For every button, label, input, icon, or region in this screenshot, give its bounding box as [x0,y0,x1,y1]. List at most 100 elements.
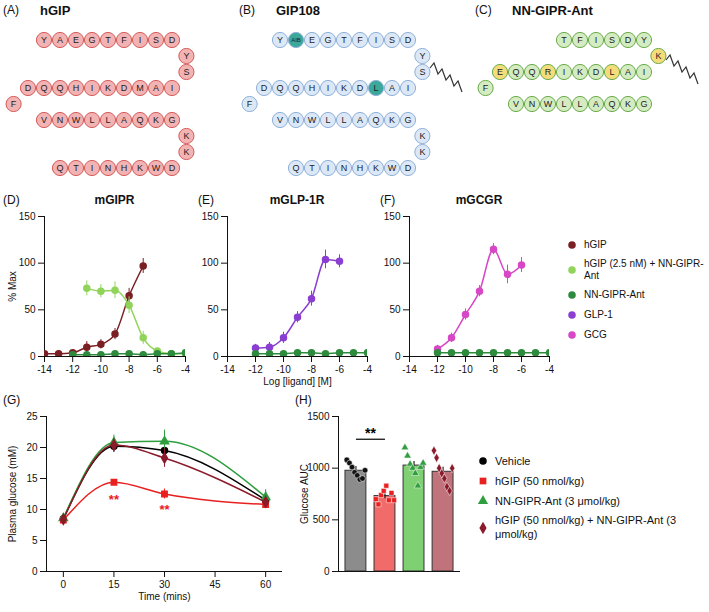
svg-text:-10: -10 [276,364,291,375]
svg-text:-14: -14 [402,364,417,375]
svg-text:-14: -14 [220,364,235,375]
svg-text:Q: Q [136,115,143,125]
svg-text:I: I [643,67,646,77]
svg-text:K: K [419,131,425,141]
svg-text:N: N [57,115,64,125]
svg-text:-10: -10 [458,364,473,375]
svg-text:Q: Q [276,83,283,93]
svg-text:M: M [136,83,144,93]
svg-text:H: H [309,83,316,93]
svg-text:K: K [183,131,189,141]
svg-text:D: D [405,35,412,45]
svg-text:45: 45 [210,579,222,590]
svg-text:K: K [341,83,347,93]
svg-text:25: 25 [26,411,38,422]
svg-text:1500: 1500 [307,411,330,422]
svg-text:-8: -8 [489,364,498,375]
svg-text:L: L [325,115,330,125]
svg-text:% Max: % Max [7,271,18,302]
svg-text:T: T [341,35,347,45]
svg-text:E: E [73,35,79,45]
svg-text:S: S [419,67,425,77]
svg-text:-8: -8 [125,364,134,375]
svg-text:W: W [152,163,161,173]
svg-text:K: K [153,115,159,125]
svg-text:15: 15 [26,473,38,484]
svg-text:L: L [561,99,566,109]
svg-text:20: 20 [26,442,38,453]
svg-text:S: S [153,35,159,45]
svg-text:K: K [655,51,661,61]
svg-text:Y: Y [419,51,425,61]
svg-text:50: 50 [24,304,36,315]
svg-text:Plasma glucose (mM): Plasma glucose (mM) [7,446,18,543]
svg-text:-12: -12 [430,364,445,375]
svg-text:50: 50 [389,304,401,315]
svg-text:I: I [375,35,378,45]
svg-text:L: L [105,115,110,125]
svg-text:Y: Y [277,35,283,45]
svg-text:L: L [89,115,94,125]
svg-text:F: F [357,35,363,45]
svg-text:100: 100 [19,257,36,268]
svg-text:A: A [153,83,159,93]
svg-text:Q: Q [292,83,299,93]
svg-text:0: 0 [32,566,38,577]
svg-text:D: D [357,83,364,93]
svg-text:F: F [483,83,489,93]
svg-text:0: 0 [30,351,36,362]
svg-text:Y: Y [641,35,647,45]
svg-text:L: L [341,115,346,125]
svg-text:-4: -4 [181,364,190,375]
svg-text:5: 5 [32,535,38,546]
svg-text:150: 150 [19,211,36,222]
svg-text:G: G [404,115,411,125]
svg-text:I: I [139,35,142,45]
svg-text:I: I [327,83,330,93]
svg-text:W: W [388,163,397,173]
svg-text:E: E [497,67,503,77]
svg-text:D: D [405,163,412,173]
svg-text:I: I [563,67,566,77]
svg-text:A: A [121,115,127,125]
svg-text:T: T [309,163,315,173]
svg-text:D: D [625,35,632,45]
svg-text:0: 0 [61,579,67,590]
svg-text:15: 15 [108,579,120,590]
svg-text:-6: -6 [335,364,344,375]
svg-text:-4: -4 [545,364,554,375]
svg-text:Y: Y [183,51,189,61]
svg-text:A: A [357,115,363,125]
svg-text:H: H [121,163,128,173]
svg-text:I: I [91,83,94,93]
svg-text:150: 150 [202,211,219,222]
svg-text:K: K [137,163,143,173]
svg-text:D: D [25,83,32,93]
svg-text:-14: -14 [37,364,52,375]
svg-text:-12: -12 [248,364,263,375]
svg-text:K: K [419,147,425,157]
svg-text:N: N [341,163,348,173]
svg-text:(A): (A) [3,3,19,17]
svg-text:-12: -12 [65,364,80,375]
svg-text:1000: 1000 [307,462,330,473]
svg-text:0: 0 [213,351,219,362]
svg-text:(C): (C) [475,3,492,17]
svg-text:30: 30 [159,579,171,590]
svg-text:GIP108: GIP108 [276,3,320,18]
svg-text:K: K [373,163,379,173]
svg-text:AIB: AIB [291,37,301,43]
svg-text:500: 500 [313,514,330,525]
svg-text:I: I [595,35,598,45]
svg-text:K: K [577,67,583,77]
svg-text:Time (mins): Time (mins) [138,591,190,602]
svg-text:Q: Q [40,83,47,93]
svg-text:H: H [73,83,80,93]
svg-text:-8: -8 [307,364,316,375]
svg-text:L: L [577,99,582,109]
svg-text:Q: Q [56,83,63,93]
svg-text:T: T [561,35,567,45]
svg-text:Q: Q [608,99,615,109]
svg-text:D: D [169,163,176,173]
svg-text:Q: Q [512,67,519,77]
